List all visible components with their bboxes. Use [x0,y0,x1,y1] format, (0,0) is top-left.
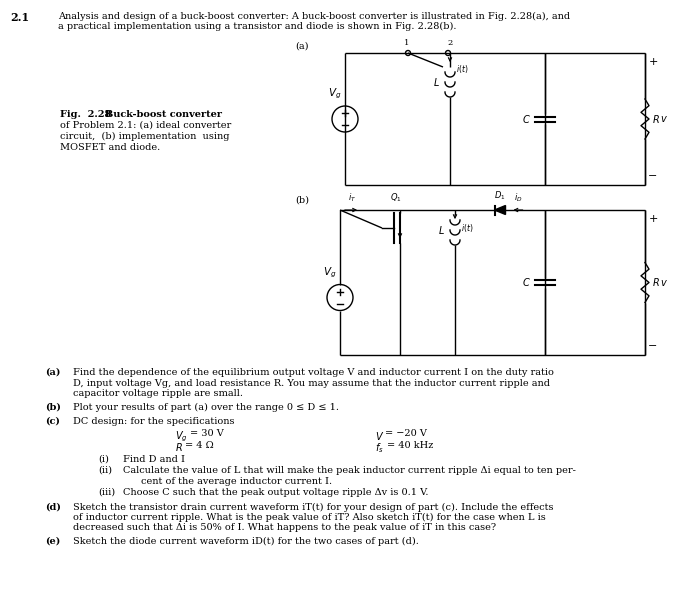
Text: (c): (c) [45,417,60,426]
Text: DC design: for the specifications: DC design: for the specifications [73,417,235,426]
Text: (e): (e) [45,537,61,546]
Text: $i_D$: $i_D$ [514,191,523,204]
Text: (d): (d) [45,503,61,512]
Text: −: − [648,341,658,351]
Text: (i): (i) [98,455,109,464]
Text: $f_s$: $f_s$ [375,441,383,455]
Text: $D_1$: $D_1$ [494,189,506,202]
Text: Sketch the transistor drain current waveform iT(t) for your design of part (c). : Sketch the transistor drain current wave… [73,503,553,512]
Text: D, input voltage Vg, and load resistance R. You may assume that the inductor cur: D, input voltage Vg, and load resistance… [73,379,550,387]
Text: capacitor voltage ripple are small.: capacitor voltage ripple are small. [73,389,243,398]
Text: $V_g$: $V_g$ [328,87,341,101]
Text: Fig.  2.28: Fig. 2.28 [60,110,111,119]
Text: (ii): (ii) [98,466,112,475]
Circle shape [445,50,450,55]
Text: $R$: $R$ [652,277,660,288]
Text: Plot your results of part (a) over the range 0 ≤ D ≤ 1.: Plot your results of part (a) over the r… [73,402,339,412]
Text: $V_g$: $V_g$ [175,430,188,444]
Text: $L$: $L$ [438,224,445,236]
Text: (b): (b) [295,196,309,205]
Text: $C$: $C$ [522,113,531,125]
Text: $v$: $v$ [660,277,668,288]
Text: 2.1: 2.1 [10,12,29,23]
Text: $i_T$: $i_T$ [348,191,356,204]
Text: $V$: $V$ [375,430,384,441]
Text: Buck-boost converter: Buck-boost converter [105,110,222,119]
Polygon shape [494,206,505,214]
Text: = 40 kHz: = 40 kHz [387,441,434,450]
Text: $i(t)$: $i(t)$ [461,222,473,234]
Text: (iii): (iii) [98,488,115,497]
Text: +: + [648,57,658,67]
Text: $Q_1$: $Q_1$ [390,191,402,204]
Text: of inductor current ripple. What is the peak value of iT? Also sketch iT(t) for : of inductor current ripple. What is the … [73,513,546,522]
Text: $C$: $C$ [522,277,531,288]
Text: $L$: $L$ [433,76,440,88]
Text: −: − [648,171,658,181]
Circle shape [406,50,411,55]
Text: = 4 Ω: = 4 Ω [185,441,214,450]
Text: a practical implementation using a transistor and diode is shown in Fig. 2.28(b): a practical implementation using a trans… [58,22,457,31]
Text: $i(t)$: $i(t)$ [456,63,468,75]
Text: (b): (b) [45,402,61,412]
Text: circuit,  (b) implementation  using: circuit, (b) implementation using [60,132,230,141]
Text: Calculate the value of L that will make the peak inductor current ripple Δi equa: Calculate the value of L that will make … [123,466,576,475]
Text: 1: 1 [404,39,410,47]
Text: (a): (a) [45,368,61,377]
Text: = −20 V: = −20 V [385,430,427,438]
Text: +: + [648,214,658,224]
Text: Analysis and design of a buck-boost converter: A buck-boost converter is illustr: Analysis and design of a buck-boost conv… [58,12,570,21]
Text: Sketch the diode current waveform iD(t) for the two cases of part (d).: Sketch the diode current waveform iD(t) … [73,537,419,546]
Text: decreased such that Δi is 50% of I. What happens to the peak value of iT in this: decreased such that Δi is 50% of I. What… [73,523,496,532]
Text: $v$: $v$ [660,114,668,124]
Text: of Problem 2.1: (a) ideal converter: of Problem 2.1: (a) ideal converter [60,121,231,130]
Text: MOSFET and diode.: MOSFET and diode. [60,143,160,152]
Text: (a): (a) [295,42,308,51]
Text: Find the dependence of the equilibrium output voltage V and inductor current I o: Find the dependence of the equilibrium o… [73,368,554,377]
Text: cent of the average inductor current I.: cent of the average inductor current I. [141,476,332,486]
Text: 2: 2 [448,39,452,47]
Text: $V_g$: $V_g$ [322,265,336,279]
Text: $R$: $R$ [652,113,660,125]
Text: Choose C such that the peak output voltage ripple Δv is 0.1 V.: Choose C such that the peak output volta… [123,488,429,497]
Text: $R$: $R$ [175,441,183,453]
Text: = 30 V: = 30 V [190,430,223,438]
Text: Find D and I: Find D and I [123,455,185,464]
